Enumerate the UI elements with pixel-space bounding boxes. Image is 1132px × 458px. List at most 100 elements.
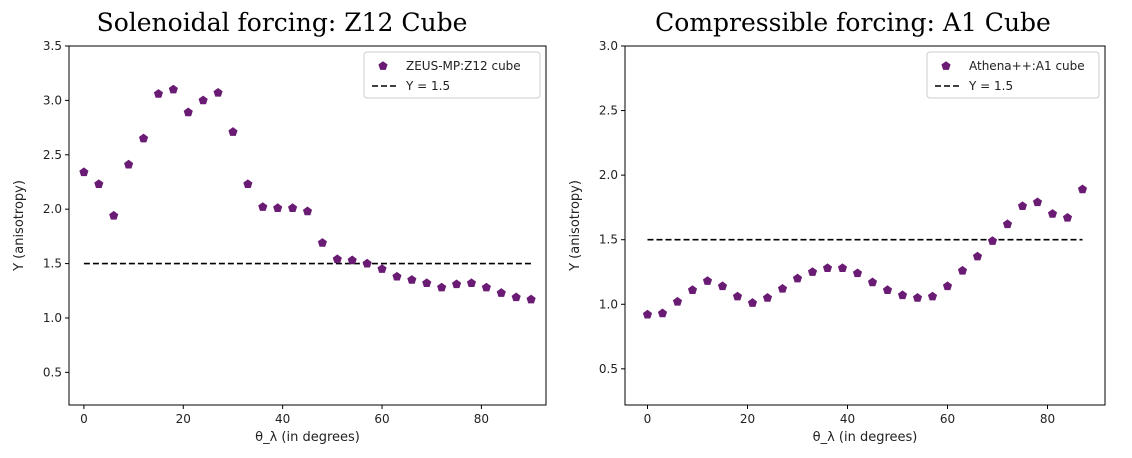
data-point <box>972 251 983 261</box>
data-point <box>79 167 89 177</box>
x-tick-label: 40 <box>840 412 855 426</box>
data-point <box>332 254 342 264</box>
data-point <box>1002 219 1013 229</box>
data-point <box>687 285 698 294</box>
data-point <box>867 277 878 287</box>
data-point <box>198 95 208 105</box>
legend-label: ZEUS-MP:Z12 cube <box>406 59 521 73</box>
chart-title: Solenoidal forcing: Z12 Cube <box>96 8 468 37</box>
data-point <box>1017 201 1028 211</box>
data-point <box>762 293 773 302</box>
y-tick-label: 2.0 <box>43 202 62 216</box>
data-point <box>1032 197 1043 207</box>
data-point <box>1062 212 1073 222</box>
data-point <box>392 271 402 281</box>
x-tick-label: 80 <box>1040 412 1055 426</box>
legend-box <box>926 51 1100 99</box>
compressible-chart: 0 20 40 60 80 0.5 1.0 1.5 2.0 2.5 3.0 θ_λ (in degre… <box>568 39 1106 445</box>
data-point <box>657 308 668 318</box>
x-tick-label: 0 <box>80 412 88 426</box>
data-point <box>1077 184 1088 194</box>
data-point <box>732 291 743 301</box>
data-point <box>213 87 223 97</box>
data-point <box>302 206 313 216</box>
solenoidal-chart: 0 20 40 60 80 0.5 1.0 1.5 2.0 2.5 3.0 3.5 θ_λ (in de… <box>12 39 547 445</box>
data-point <box>912 293 923 302</box>
data-point <box>927 291 938 301</box>
data-point <box>258 202 268 211</box>
data-point <box>138 133 149 143</box>
data-point <box>452 279 462 289</box>
data-point <box>807 267 818 276</box>
y-axis-label: Y (anisotropy) <box>568 180 583 272</box>
legend-label: Y = 1.5 <box>405 79 450 93</box>
data-point <box>852 268 863 278</box>
data-point <box>777 283 788 293</box>
plot-frame <box>624 45 1106 406</box>
data-point <box>882 285 893 294</box>
data-point <box>124 159 134 169</box>
y-tick-label: 0.5 <box>43 365 62 379</box>
data-point <box>94 179 104 189</box>
data-point <box>942 281 953 291</box>
data-point <box>347 255 357 265</box>
y-tick-label: 3.5 <box>43 39 62 53</box>
legend-box <box>363 51 541 99</box>
x-tick-label: 20 <box>740 412 755 426</box>
data-point <box>837 263 848 272</box>
data-point <box>481 282 491 292</box>
data-point <box>1047 209 1058 218</box>
x-axis-label: θ_λ (in degrees) <box>255 430 360 445</box>
y-tick-label: 1.5 <box>43 257 62 271</box>
y-tick-label: 1.0 <box>43 311 62 325</box>
y-tick-label: 2.5 <box>43 148 62 162</box>
data-point <box>702 276 713 285</box>
y-tick-label: 1.5 <box>599 233 618 247</box>
data-point <box>243 179 253 189</box>
data-point <box>437 282 447 292</box>
x-axis-label: θ_λ (in degrees) <box>813 430 918 445</box>
y-tick-label: 2.0 <box>599 168 618 182</box>
y-tick-label: 0.5 <box>599 362 618 376</box>
data-point <box>422 278 432 288</box>
data-point <box>747 298 758 307</box>
y-tick-label: 2.5 <box>599 104 618 118</box>
data-point <box>109 210 119 220</box>
y-tick-label: 3.0 <box>43 93 62 107</box>
data-point <box>168 84 178 94</box>
x-tick-label: 60 <box>374 412 389 426</box>
data-point <box>822 263 833 272</box>
data-point <box>672 296 683 306</box>
data-point <box>153 89 163 98</box>
data-point <box>377 264 387 273</box>
x-tick-label: 80 <box>474 412 489 426</box>
x-tick-label: 60 <box>940 412 955 426</box>
y-tick-label: 3.0 <box>599 39 618 53</box>
y-tick-label: 1.0 <box>599 297 618 311</box>
legend-marker-icon <box>941 61 951 70</box>
legend-marker-icon <box>378 61 388 70</box>
data-point <box>957 265 968 275</box>
data-point <box>792 273 803 283</box>
data-point <box>317 238 327 247</box>
data-point <box>511 292 521 302</box>
legend-label: Y = 1.5 <box>968 79 1013 93</box>
data-point <box>897 290 908 300</box>
data-point <box>183 107 193 117</box>
data-point <box>407 275 417 284</box>
data-point <box>362 258 372 268</box>
data-point <box>987 236 998 245</box>
x-tick-label: 40 <box>275 412 290 426</box>
data-point <box>466 278 477 288</box>
data-point <box>288 203 298 212</box>
data-point <box>642 309 653 319</box>
y-axis-label: Y (anisotropy) <box>12 180 27 272</box>
data-point <box>717 281 728 291</box>
data-point <box>526 294 536 304</box>
plot-frame <box>68 45 547 406</box>
x-tick-label: 0 <box>644 412 652 426</box>
data-point <box>273 203 283 212</box>
x-tick-label: 20 <box>176 412 191 426</box>
chart-title: Compressible forcing: A1 Cube <box>655 8 1051 37</box>
data-point <box>496 288 506 297</box>
